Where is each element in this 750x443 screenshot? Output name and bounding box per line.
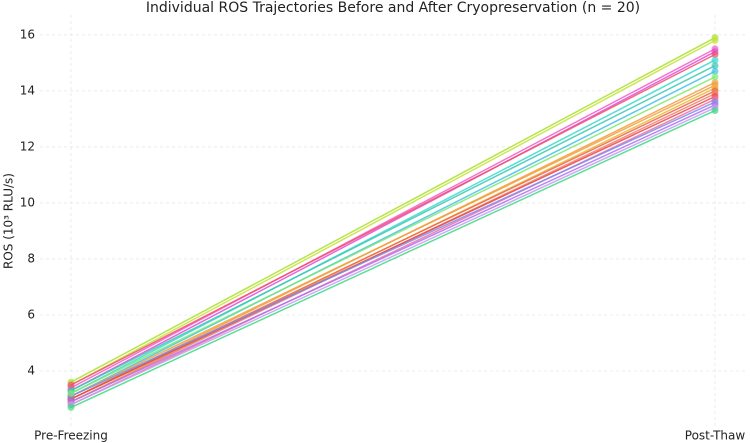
data-point bbox=[711, 56, 719, 64]
series-line bbox=[70, 37, 716, 383]
data-point bbox=[711, 67, 719, 75]
data-point bbox=[67, 403, 75, 411]
series-line bbox=[70, 70, 716, 397]
y-tick-label: 6 bbox=[27, 307, 35, 321]
series-line bbox=[70, 53, 716, 386]
chart-title: Individual ROS Trajectories Before and A… bbox=[146, 0, 640, 16]
series-line bbox=[70, 76, 716, 395]
y-tick-label: 14 bbox=[20, 83, 35, 97]
series-line bbox=[70, 98, 716, 406]
x-tick-label: Post-Thaw bbox=[685, 429, 746, 443]
data-point bbox=[67, 389, 75, 397]
y-tick-label: 8 bbox=[27, 251, 35, 265]
series-line bbox=[70, 95, 716, 400]
series-line bbox=[70, 84, 716, 397]
series-line bbox=[70, 51, 716, 392]
series-line bbox=[70, 101, 716, 397]
y-tick-label: 16 bbox=[20, 27, 35, 41]
series-line bbox=[70, 65, 716, 392]
data-point bbox=[67, 381, 75, 389]
series-line bbox=[70, 104, 716, 403]
series-line bbox=[70, 107, 716, 406]
data-point bbox=[711, 73, 719, 81]
series-line bbox=[70, 109, 716, 409]
y-tick-label: 10 bbox=[20, 195, 35, 209]
data-point bbox=[711, 50, 719, 58]
data-point bbox=[711, 107, 719, 115]
y-axis-label: ROS (10³ RLU/s) bbox=[2, 173, 16, 269]
y-tick-label: 4 bbox=[27, 363, 35, 377]
series-line bbox=[70, 48, 716, 389]
x-tick-label: Pre-Freezing bbox=[34, 429, 108, 443]
series-line bbox=[70, 59, 716, 395]
series-line bbox=[70, 39, 716, 386]
y-tick-label: 12 bbox=[20, 139, 35, 153]
data-point bbox=[711, 36, 719, 44]
data-point bbox=[711, 62, 719, 70]
